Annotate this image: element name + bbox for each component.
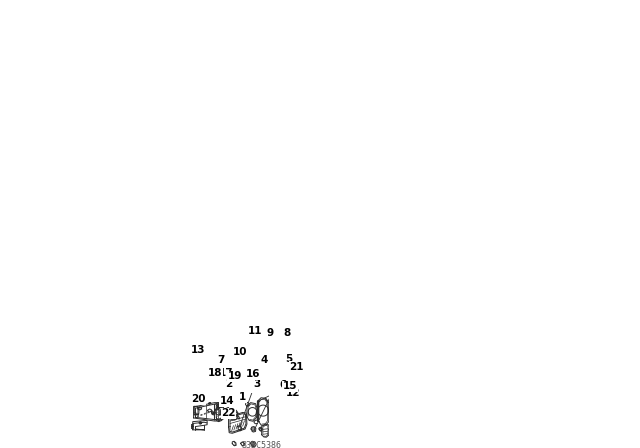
Text: 8: 8: [284, 328, 291, 338]
Text: 15: 15: [283, 381, 298, 391]
Text: 13: 13: [191, 345, 205, 355]
Text: 10: 10: [233, 347, 248, 357]
Text: 21: 21: [289, 362, 304, 372]
Text: 9: 9: [267, 328, 274, 338]
Text: 19: 19: [228, 371, 242, 381]
Text: 22: 22: [221, 408, 236, 418]
Text: 18: 18: [208, 368, 223, 378]
Text: 20: 20: [191, 394, 205, 404]
Text: 6: 6: [280, 380, 287, 391]
Text: 11: 11: [248, 326, 262, 336]
Text: 1: 1: [239, 392, 246, 402]
Text: 33BC5386: 33BC5386: [242, 441, 282, 448]
Text: 4: 4: [260, 355, 268, 365]
Text: 14: 14: [220, 396, 235, 406]
Text: 5: 5: [285, 353, 292, 363]
Text: 2: 2: [225, 379, 232, 389]
Text: 16: 16: [246, 370, 261, 379]
Text: 12: 12: [286, 388, 301, 398]
Text: 7: 7: [217, 355, 225, 365]
Text: 17: 17: [218, 368, 233, 379]
Text: 3: 3: [253, 379, 260, 389]
